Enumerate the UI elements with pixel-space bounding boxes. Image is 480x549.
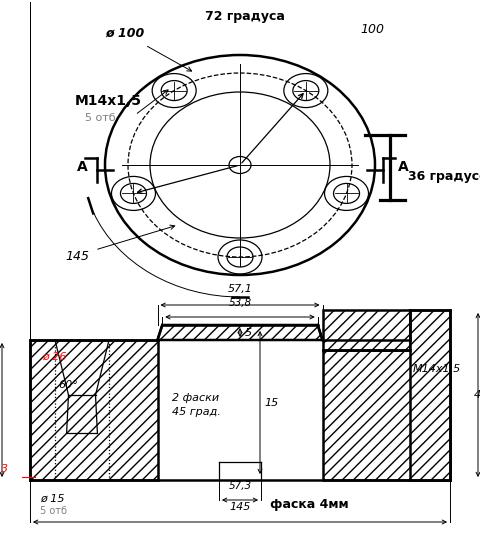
Text: М14х1,5: М14х1,5 <box>75 94 142 108</box>
Text: 100: 100 <box>360 23 384 36</box>
Text: ø 26: ø 26 <box>42 352 67 362</box>
Text: A: A <box>398 160 409 174</box>
Text: 72 градуса: 72 градуса <box>205 10 285 23</box>
Bar <box>30 340 157 480</box>
Text: 5 отб: 5 отб <box>40 506 67 516</box>
Text: 57,1: 57,1 <box>228 284 252 294</box>
Text: 5 отб: 5 отб <box>85 113 116 123</box>
Text: 145: 145 <box>229 502 251 512</box>
Text: 60°: 60° <box>58 380 78 390</box>
Bar <box>410 310 450 480</box>
Text: ø 100: ø 100 <box>105 27 144 40</box>
Text: М14х1,5: М14х1,5 <box>413 364 461 374</box>
Text: 5: 5 <box>245 328 252 338</box>
Bar <box>323 310 410 350</box>
Bar <box>323 350 450 480</box>
Text: 3: 3 <box>1 464 9 474</box>
Text: 57,3: 57,3 <box>228 481 252 491</box>
Text: 15: 15 <box>264 397 278 407</box>
Text: A: A <box>77 160 88 174</box>
Text: фаска 4мм: фаска 4мм <box>270 498 348 511</box>
Text: 40: 40 <box>474 390 480 400</box>
Text: 36 градусов: 36 градусов <box>408 170 480 183</box>
Text: 53,8: 53,8 <box>228 298 252 308</box>
Text: ø 15: ø 15 <box>40 494 64 504</box>
Polygon shape <box>157 325 323 340</box>
Text: 145: 145 <box>65 250 89 263</box>
Text: 2 фаски
45 град.: 2 фаски 45 град. <box>172 393 221 417</box>
